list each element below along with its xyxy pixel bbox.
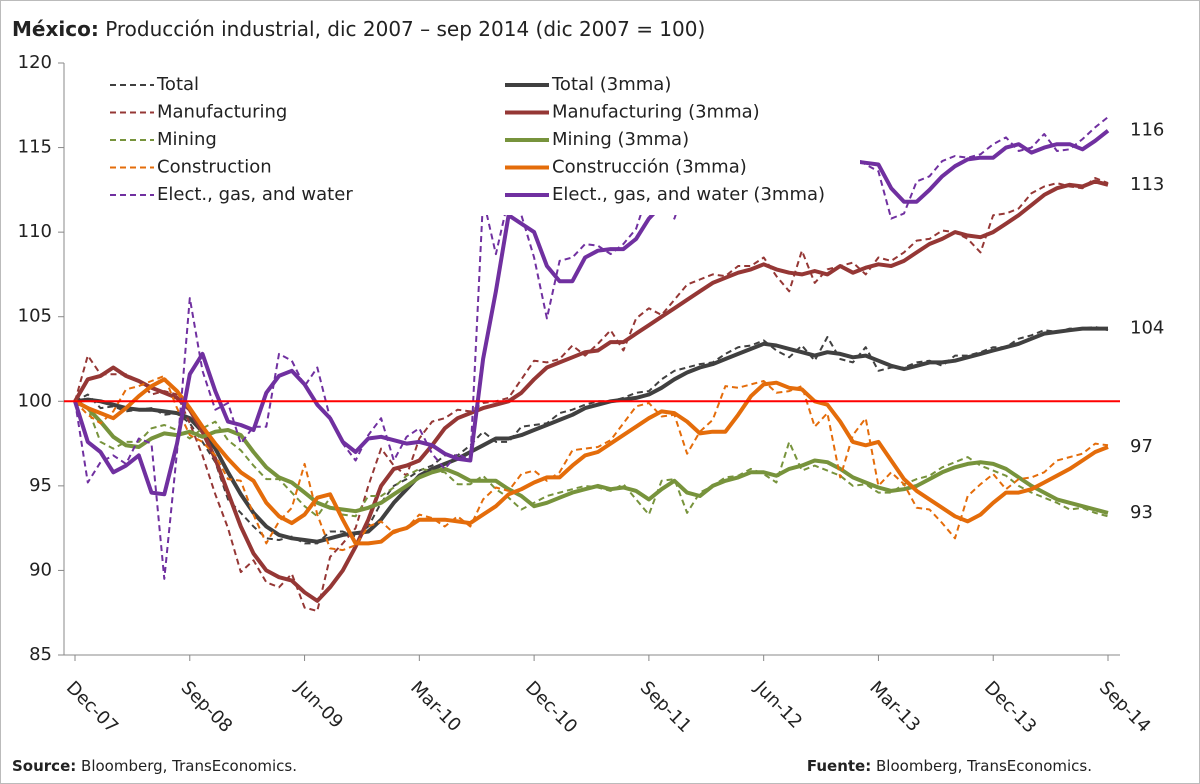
fuente-text: Bloomberg, TransEconomics.: [876, 757, 1092, 775]
fuente: Fuente: Bloomberg, TransEconomics.: [807, 757, 1092, 775]
source-lead: Source:: [12, 757, 76, 775]
y-tick-label: 90: [29, 559, 52, 580]
end-label: 93: [1130, 502, 1153, 523]
series-line: [74, 374, 1109, 552]
legend-label: Manufacturing (3mma): [552, 102, 760, 123]
y-tick-label: 115: [18, 137, 52, 158]
y-tick-label: 100: [18, 390, 52, 411]
series-line: [74, 399, 1109, 515]
chart-title: México: Producción industrial, dic 2007 …: [12, 17, 705, 41]
y-tick-label: 85: [29, 644, 52, 665]
legend-label: Total: [156, 74, 199, 95]
y-tick-label: 105: [18, 306, 52, 327]
fuente-lead: Fuente:: [807, 757, 871, 775]
series-line: [73, 179, 1109, 603]
legend-label: Mining: [157, 129, 217, 150]
series-line: [74, 377, 1109, 546]
end-label: 113: [1130, 174, 1164, 195]
legend-label: Mining (3mma): [552, 129, 689, 150]
y-tick-label: 120: [18, 52, 52, 73]
legend-label: Manufacturing: [157, 102, 287, 123]
source: Source: Bloomberg, TransEconomics.: [12, 757, 297, 775]
source-text: Bloomberg, TransEconomics.: [81, 757, 297, 775]
series-line: [73, 129, 1110, 497]
series-line: [74, 116, 1109, 580]
legend-label: Construcción (3mma): [552, 157, 747, 178]
legend-label: Elect., gas, and water: [157, 184, 353, 205]
end-label: 97: [1130, 436, 1153, 457]
end-label: 104: [1130, 318, 1164, 339]
series-line: [74, 326, 1108, 544]
legend: Total Total (3mma) Manufacturing Manufactur…: [100, 70, 860, 215]
legend-box: [100, 70, 860, 215]
legend-label: Total (3mma): [551, 74, 671, 95]
series-line: [74, 325, 1109, 545]
title-text: Producción industrial, dic 2007 – sep 20…: [105, 17, 705, 41]
end-label: 116: [1130, 120, 1164, 141]
y-tick-label: 95: [29, 475, 52, 496]
legend-label: Construction: [157, 157, 272, 178]
title-lead: México:: [12, 17, 99, 41]
plot-area: [73, 116, 1110, 612]
y-tick-label: 110: [18, 221, 52, 242]
legend-label: Elect., gas, and water (3mma): [552, 184, 825, 205]
